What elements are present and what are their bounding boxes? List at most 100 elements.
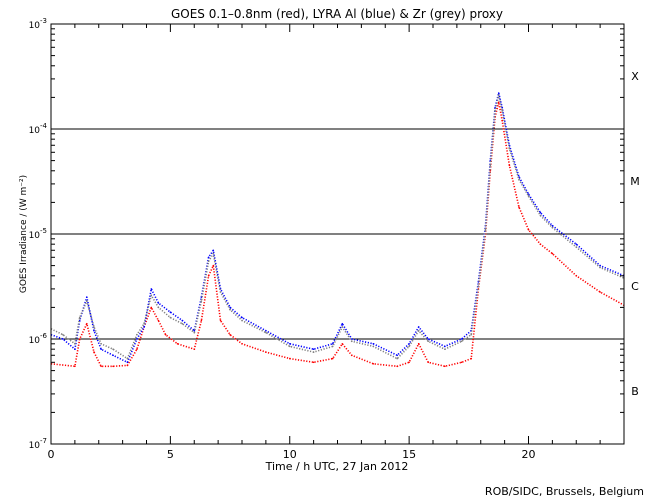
series-0-point-11 bbox=[157, 319, 160, 322]
series-1-point-41 bbox=[501, 106, 504, 109]
x-tick-label-0: 0 bbox=[48, 448, 55, 461]
x-tick-label-20: 20 bbox=[522, 448, 536, 461]
y-axis-label: GOES Irradiance / (W m⁻²) bbox=[19, 175, 29, 293]
series-line-lyra-al-proxy bbox=[51, 92, 624, 364]
series-1-point-7 bbox=[112, 354, 114, 357]
series-0-point-31 bbox=[427, 361, 430, 364]
series-2-point-30 bbox=[408, 345, 410, 348]
series-0-point-7 bbox=[126, 364, 129, 367]
series-2-point-17 bbox=[207, 260, 210, 263]
series-line-lyra-zr-proxy bbox=[51, 94, 624, 360]
series-2-point-27 bbox=[351, 340, 353, 343]
series-2-point-35 bbox=[470, 333, 473, 336]
series-1-point-8 bbox=[126, 361, 129, 364]
credit-label: ROB/SIDC, Brussels, Belgium bbox=[485, 485, 644, 498]
series-0-point-10 bbox=[150, 306, 153, 309]
series-0-point-41 bbox=[508, 164, 511, 167]
series-2-point-2 bbox=[74, 343, 76, 345]
series-0-point-46 bbox=[575, 275, 578, 277]
series-2-point-23 bbox=[289, 345, 291, 348]
series-0-point-42 bbox=[518, 206, 520, 208]
y-axis: 10-7 10-6 10-5 10-4 10-3 bbox=[29, 17, 624, 451]
flare-class-b: B bbox=[631, 385, 639, 398]
series-2-point-39 bbox=[494, 109, 496, 112]
series-0-point-5 bbox=[100, 365, 102, 368]
series-0-point-45 bbox=[551, 252, 554, 255]
series-2-point-29 bbox=[396, 357, 399, 360]
series-0-point-28 bbox=[396, 365, 399, 368]
series-0-point-32 bbox=[444, 365, 446, 368]
series-0-point-3 bbox=[86, 322, 88, 325]
series-2-point-6 bbox=[100, 343, 102, 345]
series-1-point-15 bbox=[193, 329, 196, 332]
series-1-point-30 bbox=[408, 343, 410, 345]
series-1-point-40 bbox=[497, 92, 500, 94]
series-1-point-9 bbox=[136, 338, 138, 340]
series-0-point-43 bbox=[527, 228, 530, 231]
series-0-point-22 bbox=[289, 357, 291, 360]
series-2-point-25 bbox=[331, 345, 334, 348]
y-tick-label-1: 10-6 bbox=[29, 332, 48, 346]
series-2-point-1 bbox=[62, 333, 64, 336]
series-1-point-6 bbox=[100, 348, 102, 351]
series-2-point-15 bbox=[193, 331, 196, 334]
series-2-point-11 bbox=[150, 294, 153, 297]
series-2-point-40 bbox=[497, 94, 500, 96]
series-2-point-34 bbox=[460, 340, 463, 343]
x-tick-label-10: 10 bbox=[283, 448, 297, 461]
series-2-point-12 bbox=[157, 306, 160, 309]
series-2-point-22 bbox=[265, 331, 267, 334]
series-2-point-16 bbox=[200, 300, 203, 302]
x-tick-label-5: 5 bbox=[167, 448, 174, 461]
series-1-point-32 bbox=[427, 338, 430, 340]
series-2-point-36 bbox=[477, 285, 480, 287]
x-axis-label: Time / h UTC, 27 Jan 2012 bbox=[265, 460, 409, 473]
series-1-point-4 bbox=[86, 296, 88, 299]
series-1-point-47 bbox=[575, 243, 578, 245]
x-tick-label-15: 15 bbox=[402, 448, 416, 461]
series-0-point-15 bbox=[200, 319, 203, 322]
series-2-point-9 bbox=[136, 333, 138, 336]
series-1-point-23 bbox=[289, 343, 291, 345]
series-2-point-42 bbox=[508, 147, 511, 150]
series-1-point-27 bbox=[351, 338, 353, 340]
series-0-point-14 bbox=[193, 348, 196, 351]
series-0-point-1 bbox=[74, 365, 76, 368]
series-2-point-13 bbox=[169, 316, 172, 319]
series-1-point-11 bbox=[150, 288, 153, 290]
series-1-point-10 bbox=[143, 326, 145, 328]
series-1-point-22 bbox=[265, 329, 267, 332]
series-0-point-2 bbox=[78, 338, 81, 340]
series-1-point-1 bbox=[62, 338, 64, 340]
series-1-point-28 bbox=[372, 343, 375, 345]
y-tick-label-4: 10-3 bbox=[29, 17, 47, 31]
series-2-point-44 bbox=[527, 195, 530, 197]
series-2-point-33 bbox=[444, 348, 446, 351]
series-0-point-18 bbox=[219, 319, 222, 322]
series-0-point-21 bbox=[265, 351, 267, 353]
y-tick-label-2: 10-5 bbox=[29, 227, 47, 241]
series-layer bbox=[51, 92, 624, 368]
series-0-point-17 bbox=[212, 264, 215, 267]
series-0-point-8 bbox=[136, 348, 138, 351]
series-2-point-46 bbox=[551, 226, 554, 229]
series-0-point-13 bbox=[176, 343, 179, 345]
y-tick-label-0: 10-7 bbox=[29, 437, 47, 451]
series-0-point-20 bbox=[241, 343, 243, 345]
series-1-point-45 bbox=[539, 211, 542, 214]
series-0-point-27 bbox=[372, 363, 375, 365]
series-0-point-4 bbox=[93, 351, 95, 353]
series-0-point-24 bbox=[331, 357, 334, 360]
series-0-point-33 bbox=[460, 361, 463, 364]
series-0-point-23 bbox=[312, 361, 315, 364]
series-2-point-3 bbox=[78, 316, 81, 319]
series-2-point-41 bbox=[501, 109, 504, 112]
series-0-point-39 bbox=[497, 101, 500, 103]
series-1-point-48 bbox=[599, 264, 601, 267]
series-0-point-44 bbox=[539, 243, 542, 245]
series-2-point-48 bbox=[599, 266, 601, 269]
series-2-point-5 bbox=[93, 326, 95, 328]
series-1-point-13 bbox=[169, 311, 172, 314]
series-2-point-47 bbox=[575, 246, 578, 248]
series-0-point-6 bbox=[112, 365, 114, 368]
